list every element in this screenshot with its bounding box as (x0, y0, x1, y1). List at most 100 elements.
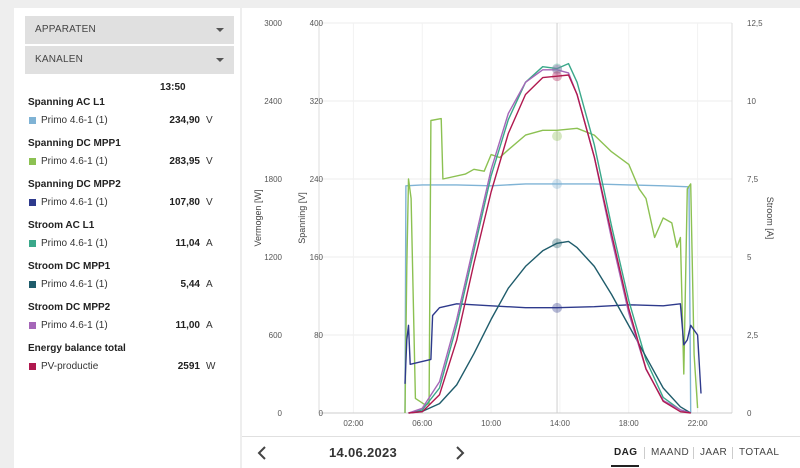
channel-group: Stroom DC MPP2 Primo 4.6-1 (1) 11,00 A (28, 302, 228, 336)
channel-unit: A (206, 238, 213, 249)
y-tick-label-power: 1800 (264, 175, 282, 184)
x-tick-label: 02:00 (343, 419, 364, 428)
series-color-swatch (29, 363, 36, 370)
y-tick-label-current: 2,5 (747, 331, 759, 340)
channel-row: Primo 4.6-1 (1) 107,80 V (28, 197, 228, 213)
devices-dropdown[interactable]: APPARATEN (25, 16, 234, 44)
channel-unit: V (206, 115, 213, 126)
channel-device: Primo 4.6-1 (1) (41, 197, 108, 208)
current-date: 14.06.2023 (329, 445, 398, 460)
series-color-swatch (29, 240, 36, 247)
previous-day-button[interactable] (255, 445, 271, 461)
next-day-button[interactable] (451, 445, 467, 461)
channel-group-title: Spanning AC L1 (28, 97, 105, 108)
channels-dropdown[interactable]: KANALEN (25, 46, 234, 74)
channel-value: 11,04 (175, 238, 200, 249)
channel-device: Primo 4.6-1 (1) (41, 238, 108, 249)
channel-group-title: Stroom AC L1 (28, 220, 95, 231)
chevron-down-icon (216, 58, 224, 62)
channel-group: Energy balance total PV-productie 2591 W (28, 343, 228, 377)
channel-row: Primo 4.6-1 (1) 283,95 V (28, 156, 228, 172)
tab-divider (732, 447, 733, 459)
channel-unit: A (206, 279, 213, 290)
series-line (408, 74, 691, 414)
y-tick-label-voltage: 400 (310, 19, 324, 28)
chart-footer: 14.06.2023 DAG MAAND JAAR TOTAAL (242, 436, 800, 468)
channel-panel: APPARATEN KANALEN 13:50 Spanning AC L1 P… (14, 8, 240, 468)
channel-group-title: Spanning DC MPP2 (28, 179, 121, 190)
y-tick-label-voltage: 320 (310, 97, 324, 106)
channel-group: Stroom DC MPP1 Primo 4.6-1 (1) 5,44 A (28, 261, 228, 295)
x-tick-label: 06:00 (412, 419, 433, 428)
cursor-marker (552, 131, 563, 142)
channel-value: 5,44 (180, 279, 200, 290)
channel-device: Primo 4.6-1 (1) (41, 320, 108, 331)
channel-row: PV-productie 2591 W (28, 361, 228, 377)
channel-device: PV-productie (41, 361, 99, 372)
channel-group-title: Stroom DC MPP2 (28, 302, 111, 313)
channel-value: 11,00 (175, 320, 200, 331)
series-color-swatch (29, 199, 36, 206)
y-tick-label-current: 5 (747, 253, 752, 262)
tab-year[interactable]: JAAR (700, 447, 728, 458)
tab-total[interactable]: TOTAAL (739, 447, 780, 458)
y-tick-label-current: 7,5 (747, 175, 759, 184)
channel-value: 2591 (177, 361, 200, 372)
y-tick-label-voltage: 0 (319, 409, 324, 418)
tab-divider (693, 447, 694, 459)
channel-group: Spanning DC MPP2 Primo 4.6-1 (1) 107,80 … (28, 179, 228, 213)
channel-unit: V (206, 156, 213, 167)
channel-row: Primo 4.6-1 (1) 234,90 V (28, 115, 228, 131)
y-tick-label-power: 3000 (264, 19, 282, 28)
chart-panel: 0 600 1200 1800 2400 3000 0 80 160 240 320 400 0 2,5 5… (242, 8, 800, 468)
cursor-marker (552, 63, 563, 74)
cursor-marker (552, 178, 563, 189)
series-line (408, 240, 692, 414)
series-color-swatch (29, 281, 36, 288)
y-tick-label-current: 12,5 (747, 19, 763, 28)
channel-row: Primo 4.6-1 (1) 5,44 A (28, 279, 228, 295)
series-line (404, 183, 692, 414)
series-line (408, 62, 691, 414)
x-tick-label: 14:00 (550, 419, 571, 428)
series-color-swatch (29, 322, 36, 329)
channel-group-title: Stroom DC MPP1 (28, 261, 111, 272)
y-axis-title-voltage: Spanning [V] (297, 192, 307, 244)
y-tick-label-voltage: 240 (310, 175, 324, 184)
chevron-left-icon (257, 446, 266, 460)
y-tick-label-power: 600 (269, 331, 283, 340)
x-tick-label: 18:00 (619, 419, 640, 428)
y-axis-title-power: Vermogen [W] (253, 189, 263, 246)
channel-group: Spanning AC L1 Primo 4.6-1 (1) 234,90 V (28, 97, 228, 131)
tab-month[interactable]: MAAND (651, 447, 690, 458)
channel-value: 234,90 (169, 115, 200, 126)
series-line (404, 117, 699, 414)
tab-divider (644, 447, 645, 459)
channel-group: Spanning DC MPP1 Primo 4.6-1 (1) 283,95 … (28, 138, 228, 172)
channel-row: Primo 4.6-1 (1) 11,04 A (28, 238, 228, 254)
channel-row: Primo 4.6-1 (1) 11,00 A (28, 320, 228, 336)
x-tick-label: 22:00 (688, 419, 709, 428)
chevron-down-icon (216, 28, 224, 32)
channels-dropdown-label: KANALEN (35, 54, 84, 65)
channel-group: Stroom AC L1 Primo 4.6-1 (1) 11,04 A (28, 220, 228, 254)
y-axis-title-current: Stroom [A] (765, 197, 775, 240)
y-tick-label-power: 0 (278, 409, 283, 418)
channel-value: 107,80 (169, 197, 200, 208)
cursor-time: 13:50 (160, 82, 186, 93)
series-color-swatch (29, 117, 36, 124)
line-chart[interactable]: 0 600 1200 1800 2400 3000 0 80 160 240 320 400 0 2,5 5… (242, 8, 800, 433)
y-tick-label-voltage: 80 (314, 331, 323, 340)
devices-dropdown-label: APPARATEN (35, 24, 96, 35)
active-tab-indicator (611, 465, 639, 467)
y-tick-label-current: 0 (747, 409, 752, 418)
cursor-marker (552, 238, 563, 249)
tab-day[interactable]: DAG (614, 447, 638, 458)
channel-device: Primo 4.6-1 (1) (41, 156, 108, 167)
channel-value: 283,95 (169, 156, 200, 167)
chevron-right-icon (456, 446, 465, 460)
channel-unit: V (206, 197, 213, 208)
series-color-swatch (29, 158, 36, 165)
y-tick-label-power: 2400 (264, 97, 282, 106)
cursor-marker (552, 302, 563, 313)
